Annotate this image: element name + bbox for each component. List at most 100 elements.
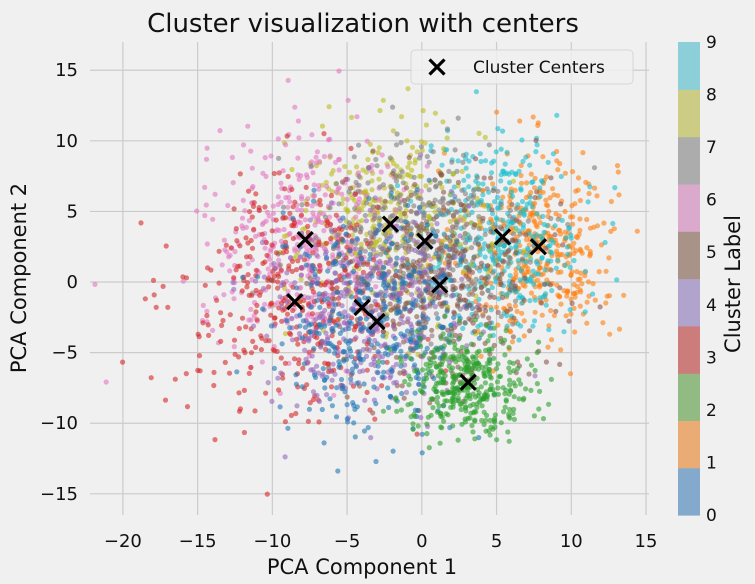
scatter-point	[363, 353, 370, 359]
scatter-point	[331, 392, 337, 398]
scatter-point	[498, 201, 504, 207]
scatter-point	[373, 401, 379, 407]
scatter-point	[383, 239, 389, 245]
scatter-point	[413, 298, 419, 304]
scatter-point	[330, 308, 336, 314]
scatter-point	[413, 374, 419, 381]
scatter-point	[376, 227, 382, 233]
scatter-point	[466, 291, 472, 298]
legend-entry-label: Cluster Centers	[473, 58, 605, 78]
scatter-point	[248, 237, 254, 244]
scatter-point	[277, 262, 283, 268]
scatter-point	[495, 309, 501, 315]
cluster-center-marker	[368, 312, 386, 331]
scatter-point	[487, 333, 493, 339]
scatter-point	[462, 230, 468, 236]
scatter-point	[379, 152, 385, 158]
scatter-point	[326, 318, 332, 324]
scatter-point	[211, 369, 217, 375]
scatter-point	[527, 162, 533, 168]
scatter-point	[309, 262, 315, 269]
scatter-point	[532, 367, 538, 374]
scatter-point	[394, 255, 400, 261]
scatter-point	[492, 412, 498, 418]
scatter-point	[357, 356, 363, 363]
scatter-point	[388, 184, 394, 190]
scatter-point	[579, 281, 585, 287]
scatter-point	[405, 316, 411, 322]
scatter-point	[210, 327, 216, 333]
scatter-point	[482, 254, 488, 260]
scatter-point	[346, 274, 352, 280]
scatter-point	[494, 379, 501, 385]
scatter-point	[438, 335, 444, 341]
scatter-point	[511, 406, 517, 412]
scatter-point	[490, 386, 496, 392]
scatter-point	[365, 425, 371, 431]
scatter-point	[562, 208, 568, 215]
scatter-point	[459, 168, 465, 174]
scatter-point	[348, 321, 355, 327]
scatter-point	[356, 288, 362, 294]
scatter-point	[424, 153, 430, 160]
scatter-point	[314, 392, 320, 398]
scatter-point	[310, 397, 317, 403]
scatter-point	[455, 303, 461, 309]
scatter-point	[414, 314, 420, 320]
scatter-point	[307, 217, 313, 223]
scatter-point	[499, 271, 505, 277]
scatter-point	[342, 389, 348, 395]
colorbar-segment	[678, 325, 700, 374]
scatter-point	[471, 254, 477, 261]
scatter-point	[408, 225, 414, 231]
scatter-point	[397, 370, 403, 376]
scatter-point	[418, 152, 424, 158]
scatter-point	[592, 297, 598, 303]
scatter-point	[366, 337, 372, 343]
scatter-point	[344, 239, 350, 245]
scatter-point	[535, 120, 541, 126]
scatter-point	[554, 251, 560, 257]
scatter-point	[441, 189, 447, 195]
scatter-point	[340, 196, 346, 202]
scatter-point	[410, 426, 416, 432]
scatter-point	[518, 323, 524, 329]
scatter-point	[472, 222, 478, 228]
scatter-point	[244, 254, 250, 260]
y-tick-label: −5	[51, 343, 78, 364]
scatter-point	[407, 160, 413, 166]
scatter-point	[441, 205, 447, 211]
scatter-point	[299, 384, 305, 390]
scatter-point	[463, 273, 469, 279]
scatter-point	[312, 222, 318, 228]
scatter-point	[497, 373, 504, 379]
scatter-point	[280, 214, 286, 220]
scatter-point	[608, 198, 615, 205]
scatter-point	[416, 381, 422, 387]
scatter-point	[470, 401, 476, 407]
scatter-point	[415, 286, 421, 292]
scatter-point	[397, 205, 403, 211]
scatter-point	[584, 245, 590, 251]
scatter-point	[554, 158, 560, 164]
scatter-point	[423, 288, 429, 294]
scatter-point	[323, 240, 330, 246]
scatter-point	[452, 254, 458, 260]
scatter-point	[406, 382, 412, 388]
scatter-point	[492, 199, 498, 205]
scatter-point	[385, 260, 391, 266]
scatter-point	[317, 202, 323, 208]
scatter-point	[293, 372, 299, 378]
scatter-point	[500, 291, 506, 297]
scatter-point	[376, 204, 382, 211]
scatter-point	[523, 386, 529, 392]
scatter-point	[284, 311, 291, 317]
scatter-point	[394, 183, 401, 189]
scatter-point	[552, 232, 558, 238]
scatter-point	[584, 320, 590, 326]
scatter-point	[423, 372, 429, 378]
scatter-point	[283, 243, 289, 249]
scatter-point	[365, 156, 371, 163]
scatter-point	[462, 191, 468, 197]
